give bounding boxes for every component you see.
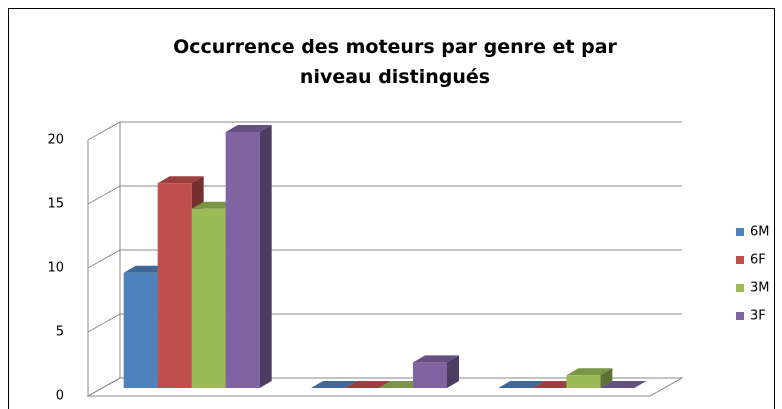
- grid-line: [87, 249, 682, 269]
- bar: [600, 381, 647, 388]
- bar-face: [566, 368, 613, 376]
- bar-face: [225, 132, 260, 388]
- legend-swatch: [736, 312, 744, 320]
- grid-line: [87, 313, 682, 333]
- y-tick-label: 0: [56, 389, 64, 404]
- grid-line: [87, 377, 682, 397]
- legend-label: 6F: [750, 253, 766, 268]
- chart-title: Occurrence des moteurs par genre et par …: [173, 36, 617, 88]
- bar: [566, 368, 613, 388]
- legend-label: 6M: [750, 225, 770, 240]
- legend-swatch: [736, 284, 744, 292]
- bar-face: [345, 381, 391, 388]
- legend-swatch: [736, 228, 744, 236]
- legend-label: 3M: [750, 281, 770, 296]
- bar-face: [447, 355, 459, 388]
- bar: [413, 355, 459, 388]
- bar-face: [600, 381, 647, 388]
- bar-face: [311, 381, 357, 388]
- grid-line: [87, 185, 682, 205]
- y-tick-label: 5: [56, 325, 64, 340]
- y-tick-label: 15: [47, 197, 64, 212]
- bar-face: [600, 368, 613, 388]
- bar-face: [225, 125, 272, 132]
- bar-face: [259, 125, 272, 388]
- bar: [498, 381, 545, 388]
- legend-label: 3F: [750, 309, 766, 324]
- y-tick-label: 10: [47, 261, 64, 276]
- bar-face: [191, 208, 226, 388]
- bar-face: [498, 381, 545, 388]
- grid-line: [87, 121, 682, 141]
- bar-face: [157, 183, 192, 388]
- bar: [225, 125, 272, 388]
- bar-face: [566, 375, 601, 388]
- legend-swatch: [736, 256, 744, 264]
- bar: [345, 381, 391, 388]
- bar-face: [123, 272, 158, 388]
- chart-frame: [8, 8, 775, 409]
- bar-face: [413, 355, 459, 363]
- y-tick-label: 20: [47, 133, 64, 148]
- bar-face: [157, 176, 204, 184]
- bar: [311, 381, 357, 388]
- bar-face: [413, 362, 447, 388]
